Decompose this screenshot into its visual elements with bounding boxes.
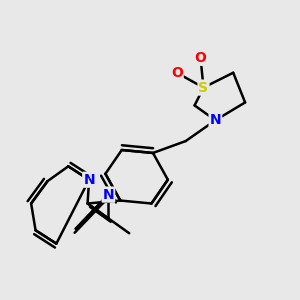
Text: O: O (195, 51, 206, 65)
Text: N: N (210, 113, 221, 127)
Text: S: S (199, 81, 208, 94)
Text: N: N (103, 188, 114, 202)
Text: N: N (83, 173, 95, 187)
Text: O: O (171, 66, 183, 80)
